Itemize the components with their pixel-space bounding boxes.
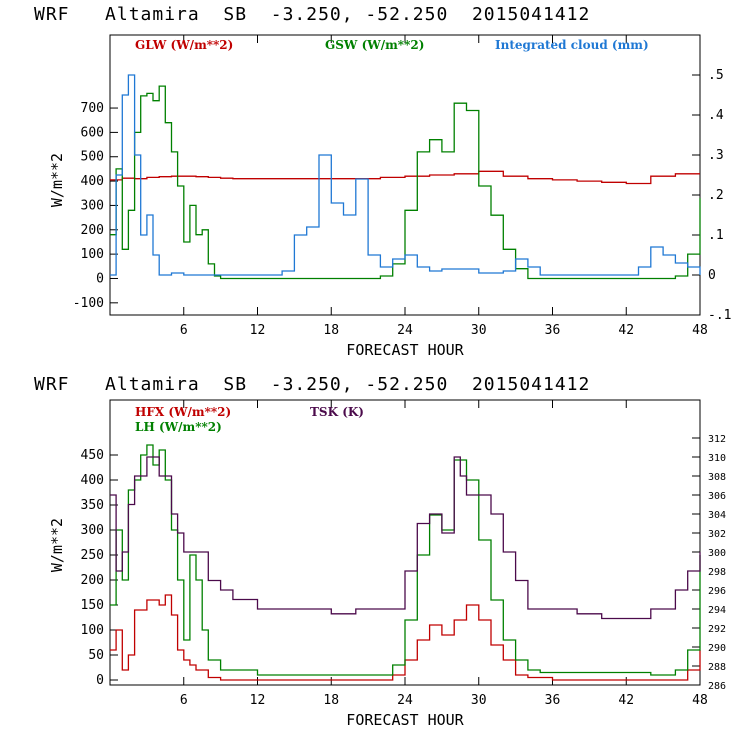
top-chart-title: WRF Altamira SB -3.250, -52.250 20150414… bbox=[34, 4, 590, 25]
y2-tick-label: 312 bbox=[708, 434, 726, 445]
y2-tick-label: 300 bbox=[708, 548, 726, 559]
y2-tick-label: .3 bbox=[708, 148, 724, 163]
y-tick-label: 500 bbox=[81, 150, 104, 165]
x-tick-label: 12 bbox=[250, 323, 266, 338]
x-tick-label: 30 bbox=[471, 693, 487, 708]
y-tick-label: 100 bbox=[81, 247, 104, 262]
y2-tick-label: .5 bbox=[708, 68, 724, 83]
series-line-lh bbox=[110, 444, 701, 676]
y-tick-label: 700 bbox=[81, 101, 104, 116]
y2-tick-label: 304 bbox=[708, 510, 726, 521]
legend-lh: LH (W/m**2) bbox=[135, 420, 222, 434]
y-tick-label: 0 bbox=[96, 271, 104, 286]
y-tick-label: 350 bbox=[81, 498, 104, 513]
x-tick-label: 48 bbox=[692, 693, 708, 708]
series-line-hfx bbox=[110, 594, 701, 681]
bottom-panel: WRF Altamira SB -3.250, -52.250 20150414… bbox=[34, 374, 726, 729]
y-tick-label: 600 bbox=[81, 125, 104, 140]
y-tick-label: 50 bbox=[88, 648, 104, 663]
x-tick-label: 24 bbox=[397, 693, 413, 708]
y-tick-label: 300 bbox=[81, 523, 104, 538]
top-plot-frame bbox=[109, 34, 701, 316]
y2-tick-label: 298 bbox=[708, 567, 726, 578]
y-tick-label: 300 bbox=[81, 198, 104, 213]
y2-tick-label: 294 bbox=[708, 605, 726, 616]
y2-tick-label: 302 bbox=[708, 529, 726, 540]
y-tick-label: 450 bbox=[81, 448, 104, 463]
x-tick-label: 30 bbox=[471, 323, 487, 338]
top-y-axis-label: W/m**2 bbox=[48, 153, 66, 207]
y-tick-label: 250 bbox=[81, 548, 104, 563]
top-x-axis-label: FORECAST HOUR bbox=[346, 341, 464, 359]
x-tick-label: 42 bbox=[618, 323, 634, 338]
y-tick-label: 150 bbox=[81, 598, 104, 613]
y-tick-label: 200 bbox=[81, 223, 104, 238]
y-tick-label: 200 bbox=[81, 573, 104, 588]
series-line-tsk bbox=[110, 456, 701, 620]
y2-tick-label: .2 bbox=[708, 188, 724, 203]
bottom-y-axis-label: W/m**2 bbox=[48, 518, 66, 572]
legend-gsw: GSW (W/m**2) bbox=[325, 38, 424, 52]
y2-tick-label: 306 bbox=[708, 491, 726, 502]
x-tick-label: 36 bbox=[545, 323, 561, 338]
x-tick-label: 24 bbox=[397, 323, 413, 338]
y2-tick-label: 310 bbox=[708, 453, 726, 464]
y2-tick-label: -.1 bbox=[708, 308, 731, 323]
y-tick-label: 400 bbox=[81, 473, 104, 488]
y2-tick-label: 292 bbox=[708, 624, 726, 635]
y2-tick-label: 290 bbox=[708, 643, 726, 654]
legend-tsk: TSK (K) bbox=[310, 405, 364, 419]
series-line-gsw bbox=[110, 85, 701, 280]
y-tick-label: -100 bbox=[73, 296, 104, 311]
x-tick-label: 18 bbox=[323, 323, 339, 338]
x-tick-label: 42 bbox=[618, 693, 634, 708]
x-tick-label: 12 bbox=[250, 693, 266, 708]
y2-tick-label: .1 bbox=[708, 228, 724, 243]
x-tick-label: 36 bbox=[545, 693, 561, 708]
legend-glw: GLW (W/m**2) bbox=[135, 38, 233, 52]
y-tick-label: 0 bbox=[96, 673, 104, 688]
x-tick-label: 48 bbox=[692, 323, 708, 338]
series-line-glw bbox=[110, 170, 700, 185]
y2-tick-label: 308 bbox=[708, 472, 726, 483]
x-tick-label: 6 bbox=[180, 693, 188, 708]
y2-tick-label: 288 bbox=[708, 662, 726, 673]
y2-tick-label: .4 bbox=[708, 108, 724, 123]
top-panel: WRF Altamira SB -3.250, -52.250 20150414… bbox=[34, 4, 731, 359]
y2-tick-label: 286 bbox=[708, 681, 726, 692]
y-tick-label: 100 bbox=[81, 623, 104, 638]
y2-tick-label: 0 bbox=[708, 268, 716, 283]
x-tick-label: 6 bbox=[180, 323, 188, 338]
y-tick-label: 400 bbox=[81, 174, 104, 189]
legend-hfx: HFX (W/m**2) bbox=[135, 405, 231, 419]
legend-integrated-cloud: Integrated cloud (mm) bbox=[495, 38, 649, 52]
bottom-chart-title: WRF Altamira SB -3.250, -52.250 20150414… bbox=[34, 374, 590, 395]
x-tick-label: 18 bbox=[323, 693, 339, 708]
series-line-integrated bbox=[110, 74, 701, 276]
y2-tick-label: 296 bbox=[708, 586, 726, 597]
bottom-x-axis-label: FORECAST HOUR bbox=[346, 711, 464, 729]
